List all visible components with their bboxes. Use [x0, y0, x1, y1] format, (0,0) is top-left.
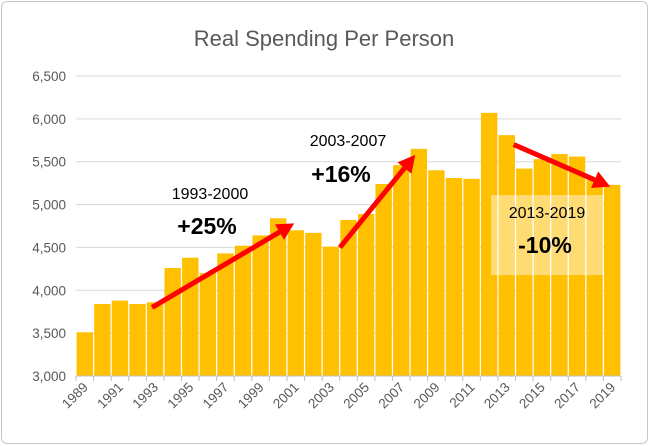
annotation-period: 2003-2007 [310, 133, 387, 150]
bar [322, 246, 340, 376]
bar [146, 302, 164, 376]
bar [604, 184, 621, 376]
bar [199, 273, 217, 376]
annotation-change: -10% [518, 232, 572, 258]
y-tick-label: 4,000 [32, 283, 66, 298]
trend-arrow [150, 223, 295, 310]
x-tick-label: 2011 [447, 380, 478, 411]
x-tick-label: 2005 [340, 380, 372, 412]
y-tick-label: 4,500 [32, 240, 66, 255]
y-tick-label: 3,500 [32, 326, 66, 341]
annotation-box [491, 195, 603, 275]
x-tick-label: 2001 [270, 380, 302, 412]
x-tick-label: 1993 [129, 380, 161, 412]
bar [516, 168, 533, 376]
x-tick-label: 1989 [59, 380, 91, 412]
bar [94, 304, 111, 376]
bars [76, 112, 621, 376]
x-tick-label: 2007 [376, 380, 408, 412]
x-tick-label: 2009 [411, 380, 443, 412]
x-tick-label: 2013 [481, 380, 513, 412]
trend-arrow [512, 142, 611, 189]
bar [551, 154, 568, 376]
annotation-period: 2013-2019 [509, 205, 586, 222]
x-tick-label: 1999 [235, 380, 267, 412]
bar [428, 170, 445, 376]
y-tick-label: 3,000 [32, 369, 66, 384]
bar [480, 112, 498, 376]
y-tick-label: 6,500 [32, 69, 66, 84]
trend-arrow [337, 154, 416, 250]
x-tick-label: 2019 [586, 380, 618, 412]
bar [217, 253, 234, 376]
bar [410, 148, 427, 376]
bar [305, 232, 322, 376]
bar [164, 268, 181, 376]
bar [533, 159, 551, 376]
annotation-period: 1993-2000 [172, 186, 249, 203]
bar [76, 332, 93, 376]
chart-title: Real Spending Per Person [194, 26, 455, 51]
x-tick-label: 2017 [551, 380, 583, 412]
bar [445, 178, 463, 376]
bar [270, 218, 287, 376]
bar [393, 165, 410, 376]
bar [568, 156, 586, 376]
annotations: 1993-2000 +25% 2003-2007 +16% 2013-2019 -10% [150, 133, 611, 310]
bar [182, 257, 199, 376]
x-tick-label: 1995 [165, 380, 197, 412]
bar [287, 230, 304, 376]
y-tick-label: 5,000 [32, 198, 66, 213]
bar [498, 135, 515, 376]
y-tick-label: 6,000 [32, 112, 66, 127]
x-tick-label: 2003 [305, 380, 337, 412]
bar [129, 304, 146, 376]
bar [463, 178, 480, 376]
bar [111, 300, 129, 376]
bar [586, 179, 603, 376]
annotation-change: +25% [177, 213, 236, 239]
bar [375, 184, 392, 376]
bar [234, 245, 252, 376]
x-tick-label: 1997 [200, 380, 232, 412]
annotation-change: +16% [311, 161, 370, 187]
bar [357, 214, 375, 376]
y-tick-label: 5,500 [32, 155, 66, 170]
bar [252, 235, 269, 376]
x-tick-label: 2015 [516, 380, 548, 412]
bar [340, 220, 357, 376]
x-tick-label: 1991 [94, 380, 126, 412]
